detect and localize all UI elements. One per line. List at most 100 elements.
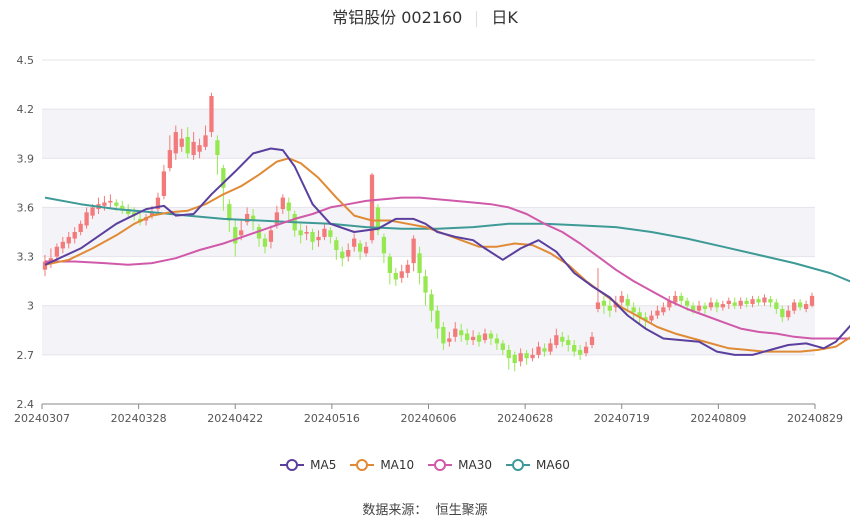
legend-marker-ma60	[506, 459, 531, 471]
candle-body	[690, 305, 696, 311]
candle-body	[304, 232, 309, 234]
x-tick-label: 20240516	[304, 412, 360, 425]
candle-body	[774, 302, 779, 309]
candle-body	[583, 346, 589, 354]
candle-body	[649, 315, 654, 321]
series-line-ma60	[44, 196, 850, 283]
candle-body	[114, 202, 119, 206]
candle-body	[435, 310, 440, 329]
candle-body	[459, 330, 464, 336]
x-tick-label: 20240606	[401, 412, 457, 425]
candle-body	[768, 299, 773, 303]
candle-body	[500, 343, 505, 350]
candle-body	[286, 202, 291, 211]
candle-body	[631, 307, 636, 313]
candle-body	[167, 150, 172, 169]
candle-body	[465, 333, 470, 341]
candle-body	[357, 243, 363, 252]
candle-body	[530, 354, 535, 359]
candle-body	[601, 300, 607, 306]
legend-label-ma5: MA5	[310, 458, 337, 472]
candle-body	[494, 338, 500, 344]
candle-body	[548, 343, 553, 352]
candle-body	[613, 302, 618, 308]
candle-body	[637, 312, 642, 318]
y-tick-label: 4.5	[17, 54, 35, 67]
candle-body	[90, 207, 95, 216]
candle-body	[429, 294, 434, 311]
legend-marker-ma30	[428, 459, 453, 471]
candle-body	[762, 297, 767, 303]
legend: MA5 MA10 MA30 MA60	[0, 458, 850, 472]
candle-body	[102, 202, 107, 206]
series-line-ma30	[45, 196, 850, 340]
candle-body	[780, 308, 785, 318]
legend-item-ma30[interactable]: MA30	[428, 458, 492, 472]
candle-body	[685, 300, 690, 306]
source-label: 数据来源：	[362, 503, 428, 518]
candle-body	[441, 327, 446, 344]
candle-body	[310, 232, 315, 242]
candle-body	[274, 212, 280, 226]
candle-body	[363, 246, 369, 254]
candle-body	[542, 348, 547, 352]
y-tick-label: 4.2	[17, 103, 35, 116]
candle-body	[209, 96, 214, 133]
candle-body	[512, 354, 517, 364]
candle-body	[738, 300, 743, 306]
candle-body	[566, 340, 571, 346]
candle-body	[399, 271, 404, 278]
candle-body	[803, 304, 809, 309]
candle-body	[387, 256, 392, 273]
legend-marker-ma10	[350, 459, 375, 471]
candle-body	[393, 272, 398, 280]
candle-body	[506, 349, 511, 359]
period-label: 日K	[491, 8, 518, 27]
candle-body	[173, 132, 178, 154]
legend-item-ma60[interactable]: MA60	[506, 458, 570, 472]
candle-body	[744, 300, 749, 305]
candle-body	[381, 236, 387, 254]
legend-label-ma60: MA60	[536, 458, 570, 472]
x-tick-label: 20240422	[207, 412, 263, 425]
candle-body	[726, 300, 731, 305]
candle-body	[262, 238, 268, 247]
candle-body	[233, 227, 238, 244]
legend-label-ma30: MA30	[458, 458, 493, 472]
candle-body	[185, 136, 190, 154]
candle-body	[191, 141, 196, 156]
candle-body	[720, 304, 725, 308]
candle-body	[161, 171, 167, 196]
legend-item-ma10[interactable]: MA10	[350, 458, 414, 472]
stock-title: 常铝股份 002160	[332, 8, 463, 27]
candle-body	[488, 333, 494, 339]
grid-band	[42, 305, 815, 355]
candle-body	[316, 236, 321, 241]
candle-body	[245, 213, 250, 223]
candle-body	[673, 295, 678, 303]
candle-body	[560, 336, 565, 342]
grid-band	[42, 109, 815, 159]
candle-body	[482, 333, 488, 341]
candle-body	[667, 300, 672, 308]
candle-body	[524, 353, 529, 359]
candle-body	[179, 138, 184, 147]
candle-body	[756, 299, 761, 303]
candle-body	[352, 238, 357, 247]
candle-body	[268, 230, 274, 242]
legend-item-ma5[interactable]: MA5	[280, 458, 336, 472]
candle-body	[84, 212, 89, 226]
candle-body	[453, 328, 458, 337]
data-source: 数据来源： 恒生聚源	[0, 499, 850, 518]
candle-body	[714, 302, 720, 308]
candle-body	[155, 197, 161, 210]
x-tick-label: 20240628	[497, 412, 553, 425]
candle-body	[595, 302, 601, 309]
candle-body	[250, 215, 256, 221]
x-tick-label: 20240829	[787, 412, 843, 425]
candle-body	[797, 302, 803, 308]
candle-body	[572, 345, 577, 352]
candle-body	[203, 135, 208, 147]
candle-body	[732, 302, 737, 306]
candle-body	[708, 302, 714, 308]
